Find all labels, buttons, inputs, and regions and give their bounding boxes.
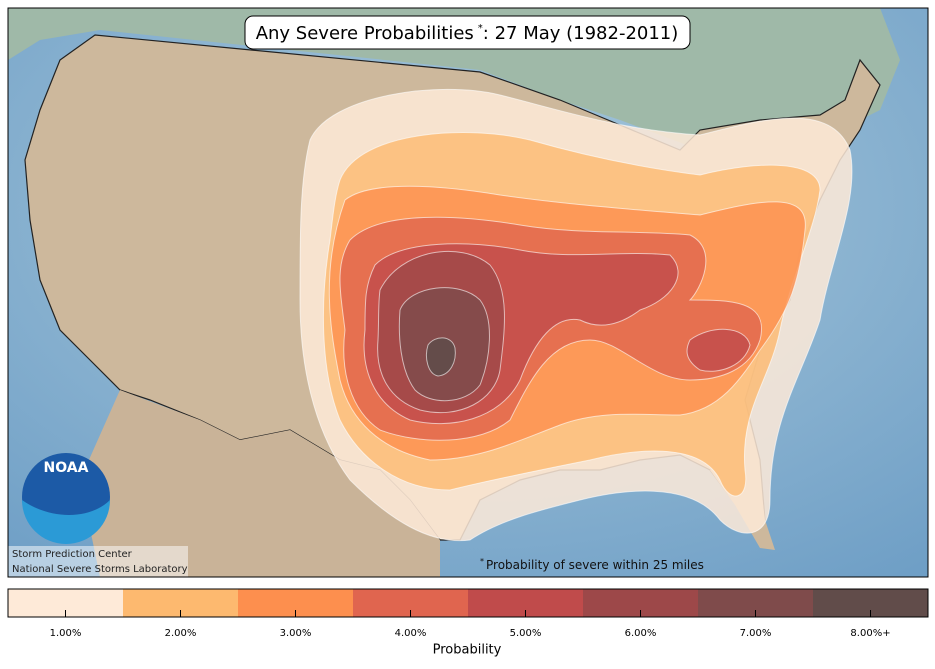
- credit: Storm Prediction Center: [12, 549, 133, 560]
- legend-label: 7.00%: [740, 628, 772, 639]
- mexico: [80, 390, 440, 577]
- credit: National Severe Storms Laboratory: [12, 564, 188, 575]
- legend-title: Probability: [433, 643, 502, 658]
- title: Any Severe Probabilities *: 27 May (1982-…: [256, 23, 679, 44]
- footnote-mark: *: [480, 557, 484, 566]
- title-box: [244, 15, 691, 50]
- legend-label: 8.00%+: [850, 628, 890, 639]
- logo: NOAA: [22, 453, 110, 544]
- title-rest: : 27 May (1982-2011): [483, 23, 679, 44]
- legend-label: 6.00%: [625, 628, 657, 639]
- legend-frame: [7, 588, 929, 618]
- title-mark: *: [478, 23, 483, 34]
- legend: 1.00% 2.00% 3.00% 4.00% 5.00% 6.00% 7.00% 8.00%…: [7, 588, 929, 639]
- legend-label: 5.00%: [510, 628, 542, 639]
- map-frame: [7, 7, 929, 578]
- logo-text: NOAA: [44, 460, 89, 476]
- legend-label: 3.00%: [280, 628, 312, 639]
- legend-label: 2.00%: [165, 628, 197, 639]
- footnote-text: Probability of severe within 25 miles: [486, 558, 704, 572]
- legend-label: 4.00%: [395, 628, 427, 639]
- credits-box: [8, 546, 188, 577]
- title-main: Any Severe Probabilities: [256, 23, 474, 44]
- footnote: * Probability of severe within 25 miles: [480, 557, 704, 572]
- probability-contours: [299, 88, 853, 542]
- map: NOAA Storm Prediction Center National Se…: [8, 8, 928, 577]
- legend-label: 1.00%: [50, 628, 82, 639]
